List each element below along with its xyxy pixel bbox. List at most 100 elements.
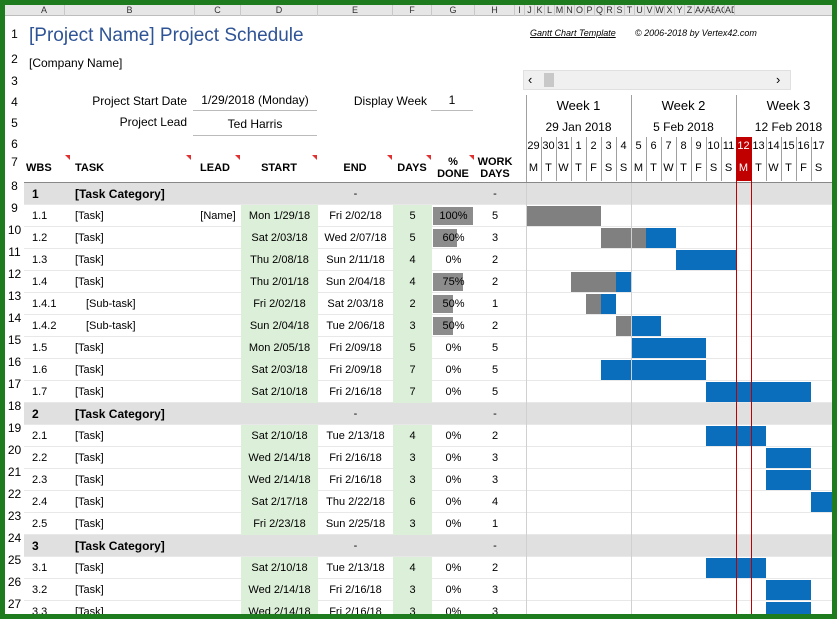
column-header-x[interactable]: X bbox=[665, 5, 675, 16]
start-cell[interactable]: Sat 2/10/18 bbox=[241, 381, 318, 403]
week-scrollbar[interactable]: ‹ › bbox=[523, 70, 791, 90]
row-number[interactable]: 11 bbox=[8, 245, 21, 259]
task-row[interactable]: 3.1 [Task] Sat 2/10/18 4 Tue 2/13/18 0% 2 bbox=[24, 557, 832, 579]
task-cell[interactable]: [Task] bbox=[75, 496, 104, 508]
work-days-cell[interactable]: 2 bbox=[491, 320, 499, 332]
work-days-cell[interactable]: - bbox=[493, 188, 497, 200]
column-header-k[interactable]: K bbox=[535, 5, 545, 16]
row-number[interactable]: 18 bbox=[7, 399, 22, 413]
row-number[interactable]: 8 bbox=[11, 179, 18, 193]
days-cell[interactable]: 3 bbox=[393, 447, 432, 469]
task-row[interactable]: 2.2 [Task] Wed 2/14/18 3 Fri 2/16/18 0% 3 bbox=[24, 447, 832, 469]
pct-done-cell[interactable]: 0% bbox=[432, 249, 475, 271]
category-row[interactable]: 1 [Task Category] - - bbox=[24, 183, 832, 205]
row-number[interactable]: 16 bbox=[7, 355, 22, 369]
column-header-j[interactable]: J bbox=[525, 5, 535, 16]
work-days-cell[interactable]: 5 bbox=[491, 210, 499, 222]
end-cell[interactable]: - bbox=[353, 408, 358, 420]
start-cell[interactable]: Sat 2/17/18 bbox=[241, 491, 318, 513]
end-cell[interactable]: Fri 2/02/18 bbox=[329, 210, 382, 222]
column-header-v[interactable]: V bbox=[645, 5, 655, 16]
start-cell[interactable]: Wed 2/14/18 bbox=[241, 469, 318, 491]
wbs-cell[interactable]: 1.1 bbox=[32, 210, 48, 222]
work-days-cell[interactable]: 2 bbox=[491, 430, 499, 442]
lead-cell[interactable] bbox=[195, 557, 241, 579]
start-cell[interactable]: Fri 2/02/18 bbox=[241, 293, 318, 315]
wbs-cell[interactable]: 2.2 bbox=[32, 452, 48, 464]
task-row[interactable]: 1.4 [Task] Thu 2/01/18 4 Sun 2/04/18 75% 2 bbox=[24, 271, 832, 293]
gantt-bar-done[interactable] bbox=[586, 294, 601, 314]
pct-done-cell[interactable]: 50% bbox=[432, 293, 475, 315]
start-cell[interactable]: Mon 1/29/18 bbox=[241, 205, 318, 227]
column-header-n[interactable]: N bbox=[565, 5, 575, 16]
gantt-bar-done[interactable] bbox=[571, 272, 616, 292]
work-days-cell[interactable]: - bbox=[493, 408, 497, 420]
column-header-f[interactable]: F bbox=[393, 5, 432, 16]
work-days-cell[interactable]: 2 bbox=[491, 276, 499, 288]
wbs-cell[interactable]: 1 bbox=[32, 187, 39, 201]
task-row[interactable]: 1.6 [Task] Sat 2/03/18 7 Fri 2/09/18 0% 5 bbox=[24, 359, 832, 381]
work-days-cell[interactable]: 1 bbox=[491, 298, 499, 310]
end-cell[interactable]: Sun 2/04/18 bbox=[325, 276, 386, 288]
column-header-u[interactable]: U bbox=[635, 5, 645, 16]
work-days-cell[interactable]: 5 bbox=[491, 342, 499, 354]
column-header-r[interactable]: R bbox=[605, 5, 615, 16]
row-number[interactable]: 26 bbox=[7, 575, 22, 589]
task-row[interactable]: 3.3 [Task] Wed 2/14/18 3 Fri 2/16/18 0% 3 bbox=[24, 601, 832, 614]
days-cell[interactable]: 4 bbox=[393, 557, 432, 579]
days-cell[interactable]: 5 bbox=[393, 337, 432, 359]
column-header-l[interactable]: L bbox=[545, 5, 555, 16]
gantt-bar-remaining[interactable] bbox=[766, 470, 811, 490]
row-number[interactable]: 13 bbox=[7, 289, 22, 303]
start-cell[interactable]: Sun 2/04/18 bbox=[241, 315, 318, 337]
column-header-ab[interactable]: AB bbox=[705, 5, 715, 16]
task-row[interactable]: 3.2 [Task] Wed 2/14/18 3 Fri 2/16/18 0% 3 bbox=[24, 579, 832, 601]
days-cell[interactable]: 3 bbox=[393, 513, 432, 535]
row-number[interactable]: 4 bbox=[11, 95, 18, 109]
end-cell[interactable]: Sun 2/25/18 bbox=[325, 518, 386, 530]
column-header-q[interactable]: Q bbox=[595, 5, 605, 16]
pct-done-cell[interactable]: 0% bbox=[432, 557, 475, 579]
lead-cell[interactable] bbox=[195, 579, 241, 601]
column-header-i[interactable]: I bbox=[515, 5, 525, 16]
column-header-aa[interactable]: AA bbox=[695, 5, 705, 16]
start-cell[interactable]: Sat 2/03/18 bbox=[241, 359, 318, 381]
end-cell[interactable]: Fri 2/09/18 bbox=[329, 342, 382, 354]
task-cell[interactable]: [Task] bbox=[75, 474, 104, 486]
task-cell[interactable]: [Task] bbox=[75, 562, 104, 574]
lead-cell[interactable] bbox=[195, 315, 241, 337]
days-cell[interactable]: 7 bbox=[393, 381, 432, 403]
gantt-bar-remaining[interactable] bbox=[646, 228, 676, 248]
work-days-cell[interactable]: 4 bbox=[491, 496, 499, 508]
pct-done-cell[interactable]: 60% bbox=[432, 227, 475, 249]
work-days-cell[interactable]: 3 bbox=[491, 232, 499, 244]
end-cell[interactable]: Fri 2/16/18 bbox=[329, 474, 382, 486]
pct-done-cell[interactable]: 50% bbox=[432, 315, 475, 337]
template-note[interactable]: Gantt Chart Template bbox=[530, 28, 616, 38]
work-days-cell[interactable]: 1 bbox=[491, 518, 499, 530]
task-cell[interactable]: [Task Category] bbox=[75, 187, 165, 201]
lead-cell[interactable] bbox=[195, 535, 241, 557]
work-days-cell[interactable]: 2 bbox=[491, 562, 499, 574]
column-header-a[interactable]: A bbox=[24, 5, 65, 16]
lead-cell[interactable] bbox=[195, 381, 241, 403]
pct-done-cell[interactable]: 0% bbox=[432, 337, 475, 359]
end-cell[interactable]: - bbox=[353, 540, 358, 552]
pct-done-cell[interactable]: 0% bbox=[432, 601, 475, 614]
start-cell[interactable]: Sat 2/10/18 bbox=[241, 425, 318, 447]
row-number[interactable]: 1 bbox=[11, 27, 18, 41]
lead-cell[interactable] bbox=[195, 601, 241, 614]
column-header-w[interactable]: W bbox=[655, 5, 665, 16]
gantt-bar-remaining[interactable] bbox=[601, 294, 616, 314]
task-row[interactable]: 1.4.1 [Sub-task] Fri 2/02/18 2 Sat 2/03/18 50… bbox=[24, 293, 832, 315]
pct-done-cell[interactable]: 100% bbox=[432, 205, 475, 227]
task-cell[interactable]: [Task] bbox=[75, 210, 104, 222]
gantt-bar-remaining[interactable] bbox=[766, 602, 811, 614]
wbs-cell[interactable]: 1.7 bbox=[32, 386, 48, 398]
task-cell[interactable]: [Task Category] bbox=[75, 539, 165, 553]
start-cell[interactable]: Thu 2/08/18 bbox=[241, 249, 318, 271]
days-cell[interactable]: 4 bbox=[393, 271, 432, 293]
wbs-cell[interactable]: 1.4.2 bbox=[32, 320, 57, 332]
pct-done-cell[interactable]: 0% bbox=[432, 359, 475, 381]
wbs-cell[interactable]: 2 bbox=[32, 407, 39, 421]
